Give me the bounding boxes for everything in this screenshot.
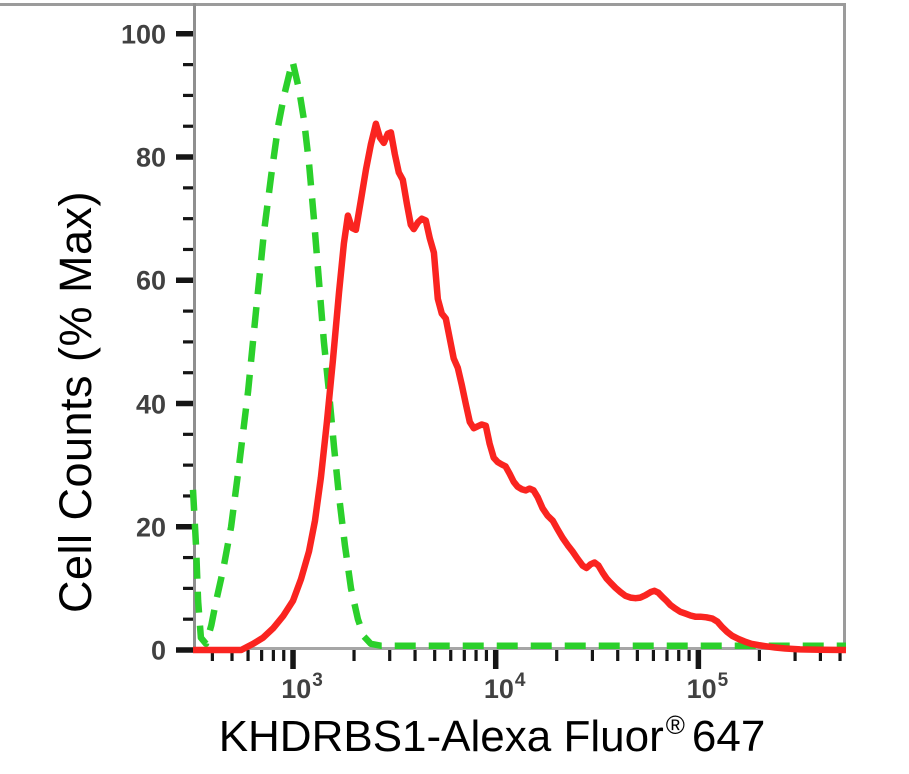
x-tick-base: 10 <box>281 674 312 704</box>
y-tick-label: 100 <box>120 19 166 50</box>
registered-trademark-icon: ® <box>665 710 685 740</box>
x-tick-label: 105 <box>686 670 729 705</box>
x-tick-label: 104 <box>483 670 526 705</box>
x-tick-base: 10 <box>686 674 717 704</box>
red-solid-curve <box>193 120 847 654</box>
x-tick-exponent: 4 <box>514 670 526 691</box>
x-axis-title: KHDRBS1-Alexa Fluor® 647 <box>218 710 766 762</box>
y-tick-label: 0 <box>150 635 166 666</box>
x-tick-base: 10 <box>483 674 514 704</box>
x-tick-exponent: 5 <box>717 670 729 691</box>
x-tick-exponent: 3 <box>312 670 323 691</box>
x-tick-label: 103 <box>281 670 323 705</box>
x-axis-title-number: 647 <box>691 712 766 761</box>
y-tick-label: 20 <box>135 512 166 543</box>
y-tick-label: 80 <box>135 142 166 173</box>
green-dashed-curve <box>189 58 846 649</box>
y-tick-label: 40 <box>135 389 166 420</box>
y-tick-label: 60 <box>135 265 166 296</box>
y-axis-title: Cell Counts (% Max) <box>50 190 101 614</box>
x-axis-title-text: KHDRBS1-Alexa Fluor <box>218 712 664 761</box>
